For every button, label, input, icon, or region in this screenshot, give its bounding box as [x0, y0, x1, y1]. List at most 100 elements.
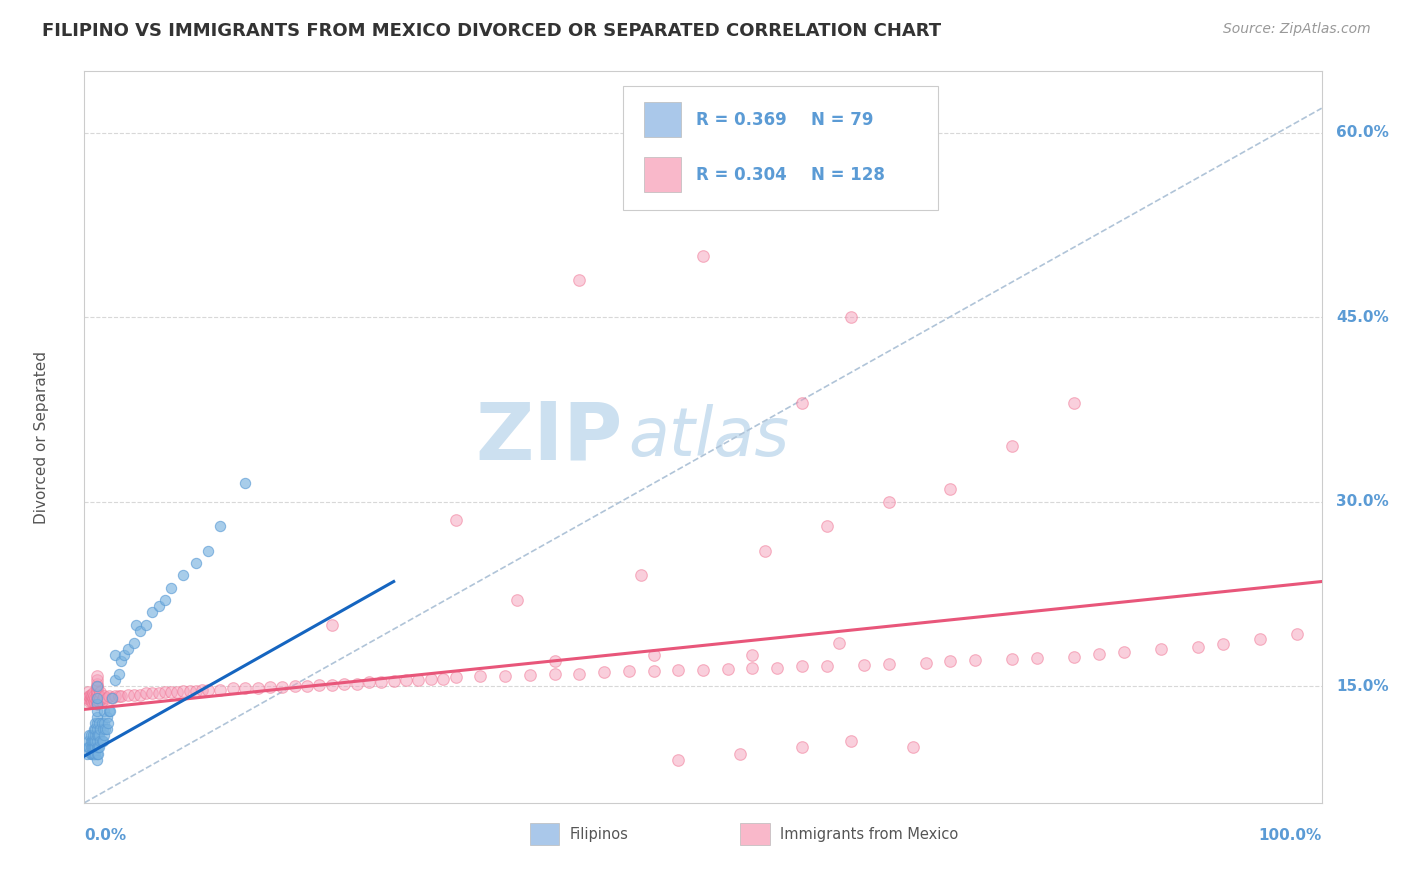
Point — [82, 734, 104, 748]
Point — [506, 593, 529, 607]
Point — [1001, 652, 1024, 666]
Point — [86, 734, 108, 748]
Point — [84, 722, 107, 736]
Point — [86, 740, 108, 755]
Point — [86, 682, 108, 697]
Point — [122, 688, 145, 702]
Point — [84, 715, 107, 730]
Point — [141, 605, 163, 619]
Point — [284, 679, 307, 693]
Point — [89, 722, 111, 736]
Point — [84, 740, 107, 755]
Point — [153, 685, 176, 699]
Point — [568, 666, 591, 681]
Point — [86, 704, 108, 718]
Point — [444, 670, 467, 684]
Point — [77, 734, 100, 748]
Point — [1001, 439, 1024, 453]
Point — [877, 657, 900, 671]
Point — [89, 685, 111, 699]
Point — [98, 689, 121, 703]
Point — [89, 691, 111, 706]
Text: FILIPINO VS IMMIGRANTS FROM MEXICO DIVORCED OR SEPARATED CORRELATION CHART: FILIPINO VS IMMIGRANTS FROM MEXICO DIVOR… — [42, 22, 941, 40]
Text: N = 128: N = 128 — [811, 166, 884, 184]
Point — [259, 680, 281, 694]
Point — [815, 659, 838, 673]
Point — [295, 679, 318, 693]
Point — [79, 691, 101, 706]
Text: 0.0%: 0.0% — [84, 829, 127, 844]
Point — [98, 704, 121, 718]
Point — [94, 722, 117, 736]
Text: Divorced or Separated: Divorced or Separated — [34, 351, 49, 524]
Point — [96, 722, 118, 736]
Point — [222, 681, 245, 696]
Point — [83, 722, 105, 736]
Point — [110, 655, 132, 669]
Text: 60.0%: 60.0% — [1337, 125, 1389, 140]
Point — [86, 692, 108, 706]
Point — [87, 747, 110, 761]
Point — [96, 710, 118, 724]
Point — [98, 704, 121, 718]
Point — [790, 740, 813, 755]
Point — [87, 728, 110, 742]
Point — [209, 519, 232, 533]
Point — [184, 684, 207, 698]
Point — [89, 715, 111, 730]
Text: 45.0%: 45.0% — [1337, 310, 1389, 325]
Point — [172, 684, 194, 698]
Point — [408, 673, 430, 687]
Point — [965, 653, 987, 667]
Point — [148, 686, 170, 700]
Point — [76, 691, 98, 706]
Point — [84, 728, 107, 742]
Point — [346, 676, 368, 690]
Point — [108, 666, 131, 681]
Point — [89, 740, 111, 755]
Point — [91, 691, 114, 706]
Point — [79, 688, 101, 702]
Point — [1088, 647, 1111, 661]
Point — [100, 691, 122, 706]
Point — [97, 715, 120, 730]
Point — [117, 688, 139, 702]
Text: atlas: atlas — [628, 404, 790, 470]
Point — [90, 715, 112, 730]
Point — [233, 681, 256, 696]
Point — [86, 691, 108, 706]
Point — [197, 543, 219, 558]
Point — [89, 728, 111, 742]
Point — [90, 694, 112, 708]
Point — [104, 673, 127, 687]
Point — [86, 690, 108, 704]
Point — [84, 747, 107, 761]
Text: R = 0.304: R = 0.304 — [696, 166, 786, 184]
Point — [96, 691, 118, 706]
Point — [112, 648, 135, 663]
Point — [246, 681, 269, 696]
Point — [148, 599, 170, 613]
Text: 100.0%: 100.0% — [1258, 829, 1322, 844]
Point — [80, 734, 103, 748]
Text: Immigrants from Mexico: Immigrants from Mexico — [780, 827, 957, 842]
Point — [1150, 642, 1173, 657]
Point — [84, 696, 107, 710]
Point — [543, 666, 565, 681]
Point — [828, 636, 851, 650]
Point — [153, 593, 176, 607]
Point — [1212, 637, 1234, 651]
Point — [357, 675, 380, 690]
Point — [160, 581, 183, 595]
Point — [77, 740, 100, 755]
Point — [129, 688, 152, 702]
Point — [80, 694, 103, 708]
Point — [395, 673, 418, 687]
Point — [77, 685, 100, 699]
Point — [333, 676, 356, 690]
Point — [135, 686, 157, 700]
Point — [86, 680, 108, 694]
Point — [444, 513, 467, 527]
Point — [692, 249, 714, 263]
Point — [741, 648, 763, 663]
